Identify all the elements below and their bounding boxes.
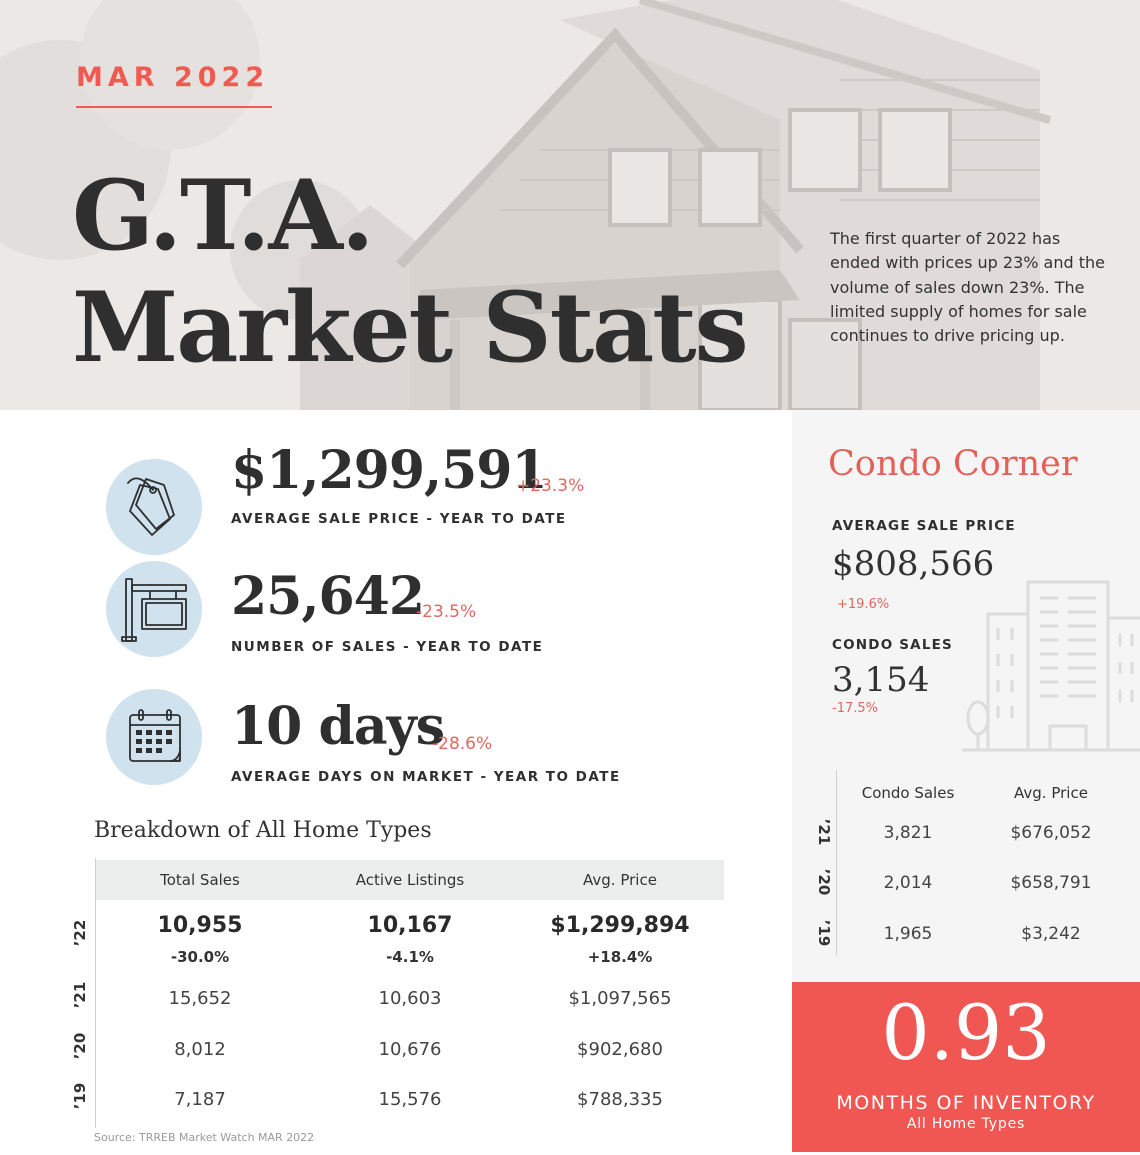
- condo-table-cell: 2,014: [883, 873, 933, 893]
- days-on-market-value: 10 days: [231, 696, 445, 757]
- number-of-sales-value: 25,642: [231, 566, 425, 627]
- days-on-market-change: -28.6%: [432, 734, 493, 754]
- condo-table-cell: $3,242: [1021, 924, 1081, 944]
- row-year-label: ’20: [71, 1032, 89, 1060]
- table-cell: 10,955: [157, 913, 243, 938]
- condo-avg-price-change: +19.6%: [837, 597, 890, 612]
- condo-table-axis-line: [836, 770, 837, 956]
- avg-sale-price-label: AVERAGE SALE PRICE - YEAR TO DATE: [231, 511, 567, 527]
- table-cell-change: +18.4%: [587, 948, 653, 966]
- days-on-market-label: AVERAGE DAYS ON MARKET - YEAR TO DATE: [231, 769, 621, 785]
- title-line-2: Market Stats: [72, 271, 749, 384]
- title-line-1: G.T.A.: [72, 159, 374, 272]
- table-cell: 10,603: [378, 988, 442, 1009]
- price-tag-icon: [106, 459, 202, 555]
- months-of-inventory-label: MONTHS OF INVENTORY: [836, 1092, 1096, 1114]
- condo-column-header-avg-price: Avg. Price: [1014, 784, 1088, 802]
- table-header-row: [96, 860, 724, 900]
- table-cell: 15,652: [168, 988, 232, 1009]
- months-of-inventory-box: 0.93 MONTHS OF INVENTORY All Home Types: [792, 982, 1140, 1152]
- for-sale-sign-icon: [106, 561, 202, 657]
- condo-avg-price-label: AVERAGE SALE PRICE: [832, 518, 1016, 534]
- months-of-inventory-value: 0.93: [881, 988, 1051, 1077]
- condo-table-cell: $658,791: [1010, 873, 1092, 893]
- condo-avg-price-value: $808,566: [832, 544, 995, 584]
- house-background-image: [0, 0, 1052, 410]
- row-year-label: ’21: [71, 981, 89, 1009]
- table-cell-change: -4.1%: [386, 948, 434, 966]
- table-cell: 7,187: [174, 1089, 226, 1110]
- table-cell-change: -30.0%: [170, 948, 230, 966]
- condo-row-year-label: ’21: [815, 818, 833, 846]
- table-axis-line: [95, 858, 96, 1128]
- intro-paragraph: The first quarter of 2022 has ended with…: [830, 229, 1105, 346]
- date-underline: [76, 106, 272, 108]
- row-year-label: ’22: [71, 919, 89, 947]
- column-header-active-listings: Active Listings: [355, 871, 465, 889]
- condo-corner-title: Condo Corner: [828, 444, 1078, 484]
- months-of-inventory-sublabel: All Home Types: [906, 1116, 1026, 1132]
- table-cell: $1,097,565: [568, 988, 672, 1009]
- condo-sales-value: 3,154: [832, 660, 930, 700]
- condo-row-year-label: ’20: [815, 868, 833, 896]
- column-header-avg-price: Avg. Price: [583, 871, 657, 889]
- condo-building-icon: [962, 580, 1140, 752]
- table-cell: 10,167: [367, 913, 453, 938]
- avg-sale-price-change: +23.3%: [516, 476, 585, 496]
- condo-table-cell: 1,965: [883, 924, 933, 944]
- column-header-total-sales: Total Sales: [160, 871, 240, 889]
- condo-sales-label: CONDO SALES: [832, 637, 953, 653]
- report-date: MAR 2022: [76, 62, 270, 93]
- number-of-sales-change: -23.5%: [416, 602, 477, 622]
- condo-row-year-label: ’19: [815, 919, 833, 947]
- header-banner: MAR 2022 G.T.A. Market Stats The first q…: [0, 0, 1140, 410]
- condo-table-cell: $676,052: [1010, 823, 1092, 843]
- table-cell: $788,335: [577, 1089, 663, 1110]
- calendar-icon: [106, 689, 202, 785]
- table-cell: 8,012: [174, 1039, 226, 1060]
- condo-sales-change: -17.5%: [832, 701, 878, 716]
- row-year-label: ’19: [71, 1082, 89, 1110]
- table-cell: 10,676: [378, 1039, 442, 1060]
- avg-sale-price-value: $1,299,591: [231, 440, 548, 501]
- breakdown-title: Breakdown of All Home Types: [94, 818, 432, 843]
- table-cell: $902,680: [577, 1039, 663, 1060]
- number-of-sales-label: NUMBER OF SALES - YEAR TO DATE: [231, 639, 544, 655]
- page-title: G.T.A. Market Stats: [72, 159, 749, 384]
- table-cell: $1,299,894: [550, 913, 690, 938]
- condo-column-header-sales: Condo Sales: [861, 784, 955, 802]
- table-cell: 15,576: [378, 1089, 442, 1110]
- condo-table-cell: 3,821: [883, 823, 933, 843]
- source-citation: Source: TRREB Market Watch MAR 2022: [94, 1131, 315, 1144]
